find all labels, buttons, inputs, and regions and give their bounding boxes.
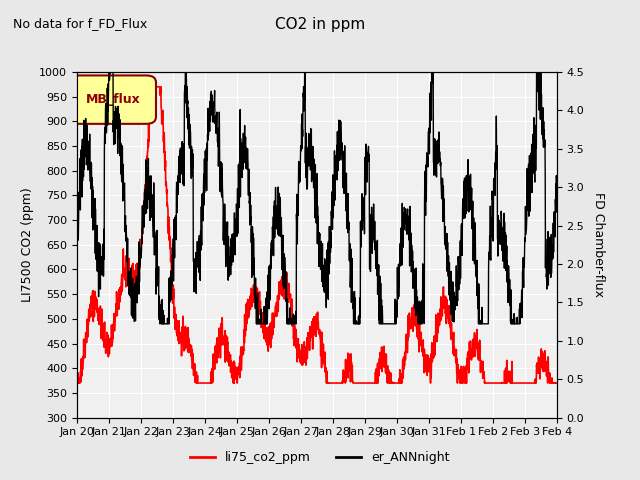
li75_co2_ppm — [207, 375, 214, 381]
er_ANNnight — [511, 321, 518, 327]
er_ANNnight — [341, 182, 349, 188]
Line: li75_co2_ppm: li75_co2_ppm — [77, 87, 557, 383]
li75_co2_ppm — [511, 380, 518, 386]
Text: No data for f_FD_Flux: No data for f_FD_Flux — [13, 17, 147, 30]
Legend: li75_co2_ppm, er_ANNnight: li75_co2_ppm, er_ANNnight — [186, 446, 454, 469]
er_ANNnight — [456, 250, 464, 255]
Text: CO2 in ppm: CO2 in ppm — [275, 17, 365, 32]
li75_co2_ppm — [330, 380, 338, 386]
er_ANNnight — [156, 321, 164, 327]
Text: MB_flux: MB_flux — [85, 93, 140, 106]
er_ANNnight — [105, 69, 113, 75]
Y-axis label: FD Chamber-flux: FD Chamber-flux — [592, 192, 605, 297]
Y-axis label: LI7500 CO2 (ppm): LI7500 CO2 (ppm) — [20, 187, 33, 302]
Line: er_ANNnight: er_ANNnight — [77, 72, 557, 324]
FancyBboxPatch shape — [70, 75, 156, 124]
li75_co2_ppm — [148, 84, 156, 90]
li75_co2_ppm — [73, 380, 81, 386]
er_ANNnight — [207, 98, 215, 104]
er_ANNnight — [524, 181, 532, 187]
li75_co2_ppm — [341, 372, 349, 378]
er_ANNnight — [553, 188, 561, 194]
er_ANNnight — [73, 258, 81, 264]
li75_co2_ppm — [553, 380, 561, 386]
li75_co2_ppm — [524, 380, 532, 386]
li75_co2_ppm — [456, 371, 464, 376]
er_ANNnight — [331, 148, 339, 154]
